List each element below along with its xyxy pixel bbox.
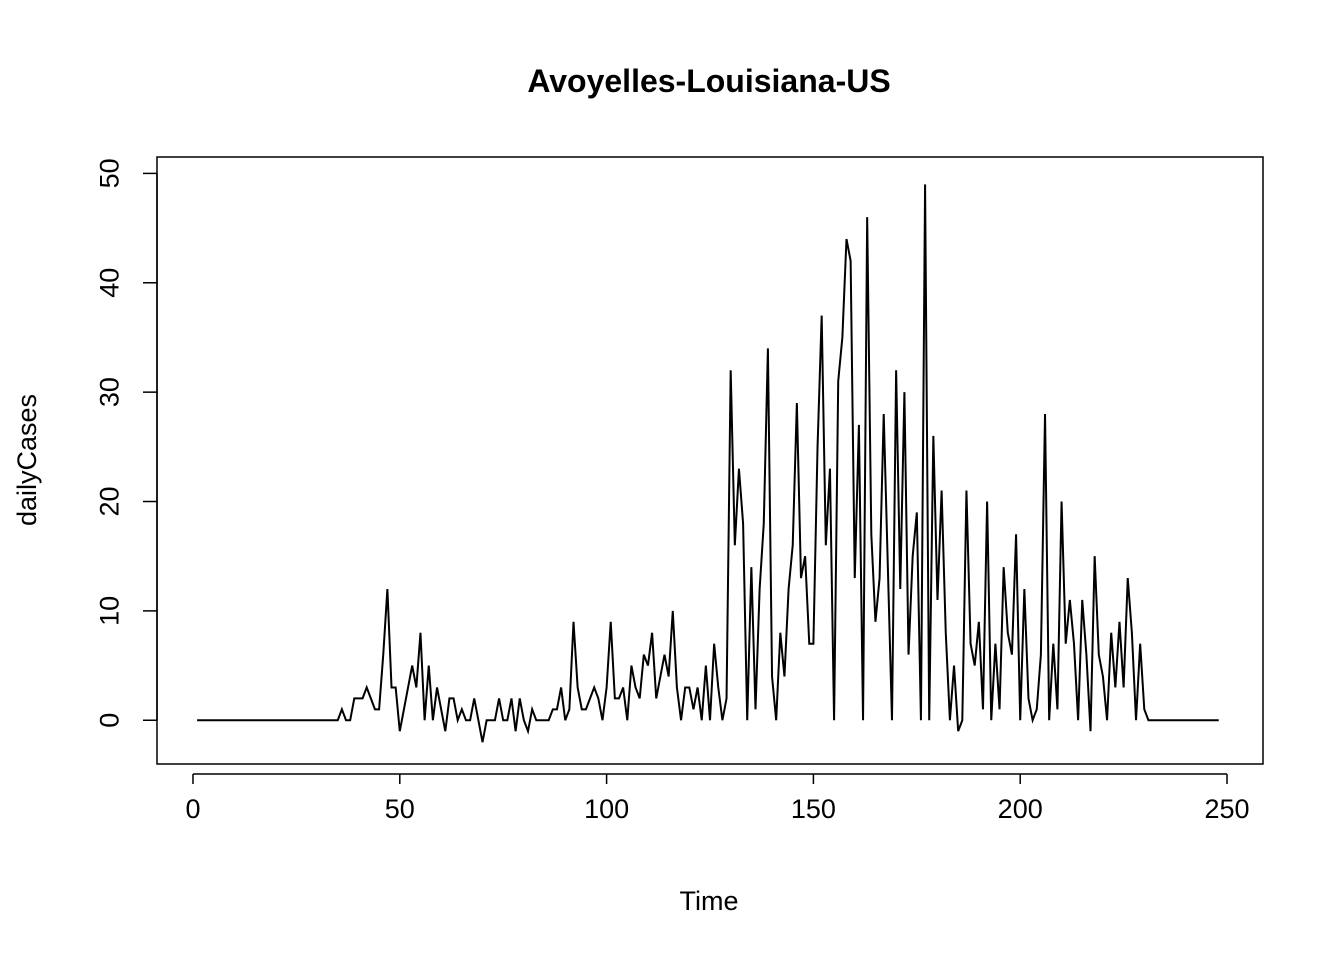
y-tick-label: 50 [94, 158, 124, 188]
x-tick-label: 0 [185, 794, 200, 824]
plot-frame [156, 156, 1264, 765]
y-axis-label: dailyCases [12, 394, 42, 526]
y-tick-label: 40 [94, 268, 124, 298]
y-tick-label: 10 [94, 596, 124, 626]
x-tick-label: 50 [385, 794, 415, 824]
y-tick-label: 30 [94, 377, 124, 407]
x-axis-label: Time [680, 886, 739, 916]
x-axis: 0 50 100 150 200 250 [185, 773, 1250, 824]
chart-title: Avoyelles-Louisiana-US [527, 63, 890, 99]
y-axis: 0 10 20 30 40 50 [94, 158, 158, 728]
series-line-dailycases [197, 184, 1219, 743]
x-tick-label: 100 [584, 794, 629, 824]
x-tick-label: 250 [1204, 794, 1249, 824]
y-tick-label: 20 [94, 486, 124, 516]
x-tick-label: 200 [998, 794, 1043, 824]
x-tick-label: 150 [791, 794, 836, 824]
y-tick-label: 0 [94, 713, 124, 728]
